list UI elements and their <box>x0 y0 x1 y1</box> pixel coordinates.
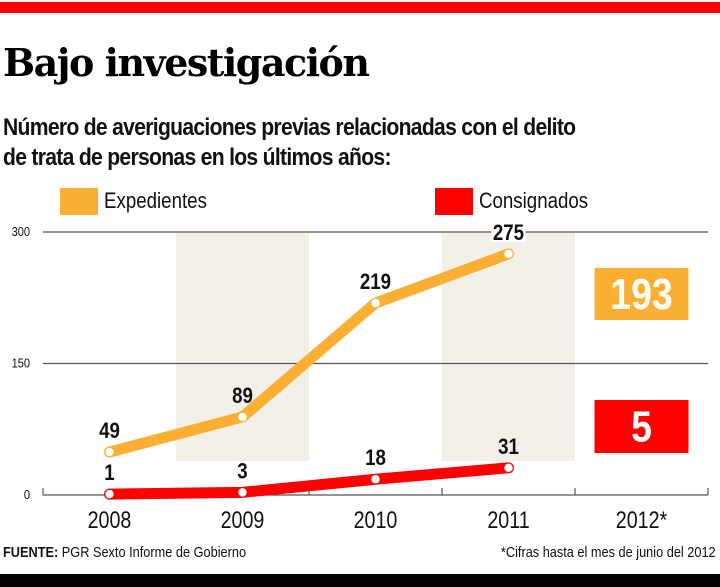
source-credit: FUENTE: PGR Sexto Informe de Gobierno <box>3 544 246 561</box>
data-label-expedientes: 89 <box>232 385 253 409</box>
data-label-consignados: 18 <box>365 447 386 471</box>
series-line-expedientes <box>104 248 514 458</box>
data-label-expedientes: 275 <box>493 222 524 246</box>
source-label: FUENTE: <box>3 544 59 561</box>
legend-swatch-consignados <box>435 187 473 215</box>
data-point-expedientes <box>105 447 114 457</box>
legend-item-consignados: Consignados <box>435 187 607 215</box>
data-point-expedientes <box>238 412 247 422</box>
callout-box-expedientes <box>594 268 689 320</box>
source-text: PGR Sexto Informe de Gobierno <box>58 544 247 561</box>
data-point-consignados <box>504 463 513 473</box>
x-tick-label-2008: 2008 <box>88 506 132 533</box>
callout-value-consignados: 5 <box>631 402 652 452</box>
x-tick-label-2012*: 2012* <box>616 506 668 533</box>
legend-item-expedientes: Expedientes <box>60 187 225 215</box>
x-tick-label-2009: 2009 <box>221 506 265 533</box>
data-point-consignados <box>371 475 380 484</box>
callout-box-consignados <box>594 400 689 453</box>
subtitle-line-2: de trata de personas en los últimos años… <box>3 144 391 171</box>
legend-swatch-expedientes <box>60 187 98 215</box>
top-accent-bar <box>0 2 720 13</box>
data-label-bg <box>491 219 526 242</box>
data-point-consignados <box>105 489 114 499</box>
data-point-expedientes <box>504 249 513 259</box>
data-label-expedientes: 49 <box>99 420 120 444</box>
footnote: *Cifras hasta el mes de junio del 2012 <box>501 544 716 561</box>
y-tick-label-150: 150 <box>12 356 31 371</box>
data-label-consignados: 31 <box>498 436 519 460</box>
y-tick-label-300: 300 <box>12 224 31 239</box>
subtitle-line-1: Número de averiguaciones previas relacio… <box>3 114 576 141</box>
data-label-consignados: 1 <box>104 462 114 486</box>
data-point-expedientes <box>371 298 380 308</box>
y-tick-label-0: 0 <box>24 487 30 502</box>
data-label-expedientes: 219 <box>360 271 391 295</box>
data-point-consignados <box>238 488 247 497</box>
bottom-accent-bar <box>0 574 720 587</box>
series-line-consignados <box>104 462 514 500</box>
legend-label-expedientes: Expedientes <box>104 188 207 213</box>
legend-label-consignados: Consignados <box>479 188 589 213</box>
chart-title: Bajo investigación <box>3 40 370 85</box>
data-label-consignados: 3 <box>237 460 247 484</box>
callout-value-expedientes: 193 <box>610 269 672 319</box>
x-tick-label-2010: 2010 <box>354 506 398 533</box>
x-tick-label-2011: 2011 <box>487 506 529 533</box>
chart-subtitle: Número de averiguaciones previas relacio… <box>3 113 619 173</box>
